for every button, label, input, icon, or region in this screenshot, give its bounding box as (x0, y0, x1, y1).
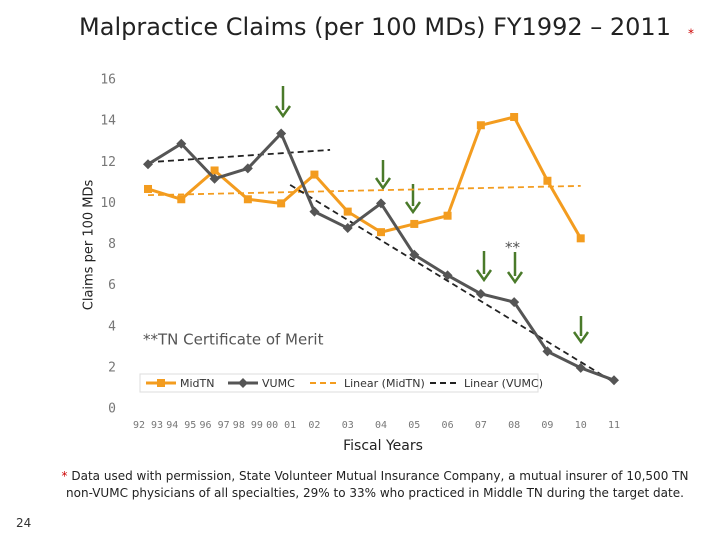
trend-line (147, 149, 331, 164)
point (243, 195, 252, 204)
title-marker: * (688, 27, 694, 41)
point (576, 234, 585, 243)
chart-title: Malpractice Claims (per 100 MDs) FY1992 … (79, 13, 671, 41)
footnote: * Data used with permission, State Volun… (60, 468, 690, 502)
point (542, 346, 553, 357)
y-tick-label: 2 (108, 360, 116, 375)
x-tick-label: 10 (575, 420, 587, 431)
legend-label: Linear (VUMC) (464, 377, 543, 390)
y-tick-label: 6 (108, 278, 116, 293)
page-number: 24 (16, 516, 32, 530)
legend-marker (238, 378, 248, 388)
annotation: **TN Certificate of Merit (143, 331, 324, 349)
y-tick-label: 16 (100, 73, 116, 88)
arrows (274, 86, 590, 345)
x-tick-label: 98 99 (233, 420, 263, 431)
series-line (147, 115, 583, 240)
point (310, 170, 319, 179)
point (442, 270, 453, 281)
x-tick-label: 06 (442, 420, 454, 431)
x-tick-label: 92 93 (133, 420, 163, 431)
annotation: ** (505, 239, 521, 257)
y-tick-label: 10 (100, 196, 116, 211)
chart: Malpractice Claims (per 100 MDs) FY1992 … (79, 13, 694, 454)
y-tick-label: 4 (108, 319, 116, 334)
point (343, 207, 352, 216)
y-tick-label: 14 (100, 114, 116, 129)
point (276, 128, 287, 139)
x-tick-label: 02 (308, 420, 320, 431)
point (209, 173, 220, 184)
point (176, 138, 187, 149)
x-tick-label: 00 01 (266, 420, 296, 431)
point (210, 166, 219, 175)
point (443, 211, 452, 220)
point (475, 288, 486, 299)
trend-line (289, 184, 615, 384)
point (242, 163, 253, 174)
y-axis-label: Claims per 100 MDs (82, 180, 97, 311)
y-tick-label: 8 (108, 237, 116, 252)
point (510, 113, 519, 122)
point (476, 121, 485, 130)
footnote-text: Data used with permission, State Volunte… (66, 469, 689, 500)
point (609, 375, 619, 386)
legend-marker (157, 379, 165, 387)
x-tick-label: 08 (508, 420, 520, 431)
x-tick-label: 96 97 (200, 420, 230, 431)
x-tick-label: 09 (541, 420, 553, 431)
point (144, 184, 152, 193)
point (509, 297, 520, 308)
legend-label: MidTN (180, 377, 214, 390)
point (309, 206, 320, 217)
point (342, 223, 353, 234)
point (575, 362, 586, 373)
x-tick-label: 04 (375, 420, 387, 431)
legend-label: Linear (MidTN) (344, 377, 425, 390)
footnote-marker: * (61, 469, 68, 483)
point (376, 198, 386, 209)
legend (139, 373, 539, 393)
x-tick-label: 07 (475, 420, 487, 431)
legend-label: VUMC (262, 377, 295, 390)
x-tick-label: 03 (342, 420, 354, 431)
x-tick-label: 94 95 (166, 420, 196, 431)
point (543, 176, 552, 185)
y-tick-label: 0 (108, 402, 116, 417)
point (143, 159, 153, 170)
y-tick-label: 12 (100, 155, 116, 170)
point (177, 195, 186, 204)
point (277, 199, 286, 208)
x-tick-label: 05 (408, 420, 420, 431)
point (409, 249, 420, 260)
x-axis-label: Fiscal Years (343, 438, 423, 454)
x-tick-label: 11 (608, 420, 620, 431)
point (410, 219, 419, 228)
point (377, 228, 385, 237)
trend-line (147, 184, 581, 197)
